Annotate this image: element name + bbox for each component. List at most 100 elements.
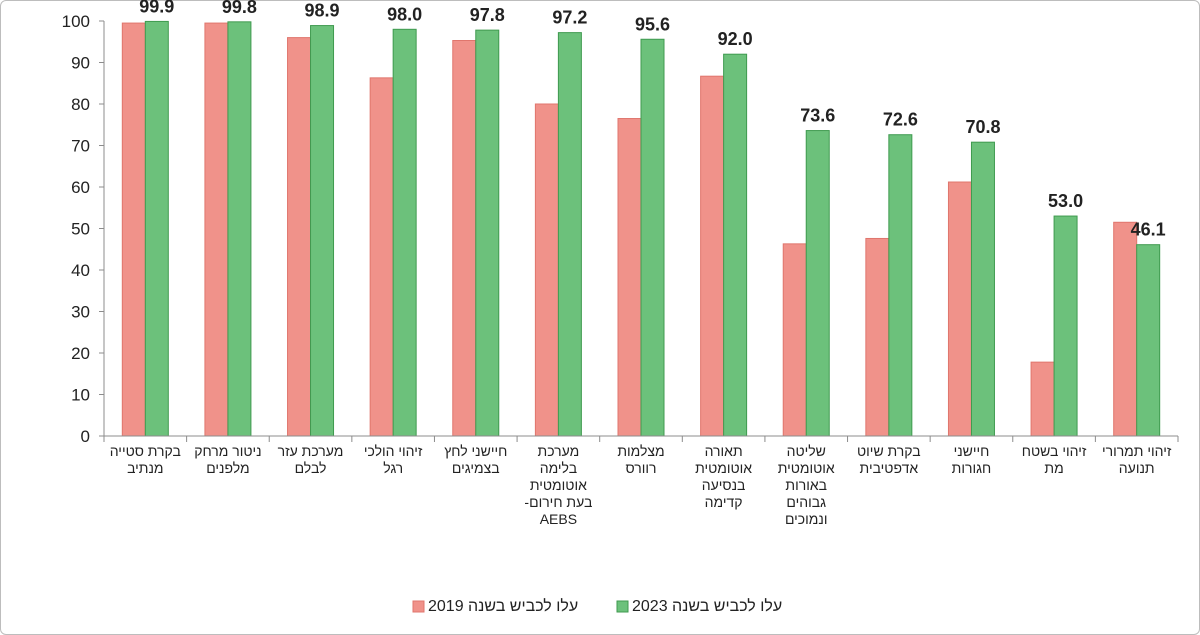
bar-2019 [1113,221,1138,437]
bar-2019 [121,22,146,437]
data-label-2023: 73.6 [800,106,835,126]
bar-2019 [452,40,477,437]
y-tick-label: 80 [71,95,90,114]
bar-2019 [287,37,312,437]
bar-2023 [805,130,830,437]
legend: עלו לכביש בשנה 2019 עלו לכביש בשנה 2023 [412,597,782,615]
y-tick-label: 0 [81,427,90,446]
y-tick-label: 100 [62,12,90,31]
x-category-label-line: בצמיגים [452,460,500,476]
bar-2023 [392,28,417,437]
x-category-label-line: בעת חירום- [524,494,592,510]
legend-label-2023: עלו לכביש בשנה 2023 [632,597,782,615]
legend-label-2019: עלו לכביש בשנה 2019 [428,597,578,615]
x-category-label-line: אדפטיבית [860,460,919,476]
bar-2019 [617,118,642,437]
bars [121,20,1161,437]
x-category-label: שליטה אוטומטית באורות גבוהים ונמוכים [778,443,835,527]
legend-swatch-2023 [616,600,629,613]
x-category-label-line: מנתיב [127,460,163,476]
x-category-label: מצלמות רוורס [617,443,664,476]
x-category-label: בקרת שיוט אדפטיבית [857,443,921,476]
x-category-label: מערכת בלימה אוטומטית בעת חירום-AEBS [524,443,592,527]
bar-2023 [1053,215,1078,437]
bar-2019 [369,77,394,437]
data-label-2023: 97.8 [470,5,505,25]
x-category-label-line: שליטה [787,443,826,459]
bar-2023 [227,21,252,437]
bar-2023 [557,32,582,437]
x-category-label-line: רגל [383,460,403,476]
bar-2019 [947,181,972,437]
x-category-label-line: חיישני לחץ [444,443,507,459]
bar-2023 [723,53,748,437]
bar-2023 [1136,244,1161,437]
y-tick-label: 20 [71,344,90,363]
x-category-label-line: ונמוכים [785,511,828,527]
x-category-label-line: קדימה [705,494,743,510]
x-category-label-line: מצלמות [617,443,664,459]
bar-2019 [865,237,890,437]
data-label-2023: 95.6 [635,14,670,34]
bar-2023 [640,38,665,437]
y-tick-label: 10 [71,386,90,405]
data-label-2023: 98.9 [305,1,340,21]
bar-2023 [970,141,995,437]
x-category-label: ניטור מרחק מלפנים [194,443,261,476]
data-label-2023: 53.0 [1048,191,1083,211]
y-tick-label: 40 [71,261,90,280]
x-category-label-line: בקרת שיוט [857,443,921,459]
y-tick-label: 90 [71,54,90,73]
x-category-label-line: תאורה [705,443,743,459]
bar-2019 [1030,361,1055,437]
x-category-label-line: מערכת עזר [278,443,344,459]
x-category-label-line: חיישני [954,443,990,459]
bar-2023 [888,134,913,437]
y-tick-label: 50 [71,220,90,239]
bar-2019 [782,243,807,437]
x-category-label: חיישני חגורות [952,443,992,476]
x-category-label: תאורה אוטומטית בנסיעה קדימה [695,443,752,510]
x-category-label: חיישני לחץ בצמיגים [444,443,507,476]
data-labels: 99.9 99.8 98.9 98.0 97.8 97.2 95.6 92.0 73.6 72.6… [139,0,1165,240]
x-axis: בקרת סטייה מנתיב ניטור מרחק מלפנים מערכת עזר… [103,435,1179,527]
data-label-2023: 92.0 [718,29,753,49]
x-category-label-line: מת [1044,460,1063,476]
x-category-label: זיהוי הולכי רגל [364,443,423,476]
data-label-2023: 70.8 [965,117,1000,137]
x-category-label-line: חגורות [952,460,992,476]
x-category-label-line: רוורס [626,460,657,476]
x-category-label-line: תנועה [1119,460,1155,476]
y-axis: 0 10 20 30 40 50 60 70 80 90 100 [62,12,105,446]
x-category-label-line: בלימה [540,460,577,476]
data-label-2023: 98.0 [387,4,422,24]
bar-2019 [204,22,229,437]
data-label-2023: 99.8 [222,0,257,17]
x-category-label-line: זיהוי תמרורי [1102,443,1172,459]
x-category-label-line: בנסיעה [702,477,746,493]
x-category-label-line: גבוהים [786,494,826,510]
x-category-label: מערכת עזר לבלם [278,443,344,476]
x-category-label-line: מערכת [538,443,580,459]
bar-2023 [144,20,169,437]
y-tick-label: 30 [71,303,90,322]
legend-swatch-2019 [412,600,425,613]
x-category-label-line: זיהוי הולכי [364,443,423,459]
bar-2023 [310,25,335,437]
x-category-label-line: באורות [785,477,827,493]
x-category-label: זיהוי בשטח מת [1022,443,1087,476]
data-label-2023: 72.6 [883,110,918,130]
y-tick-label: 60 [71,178,90,197]
x-category-label-line: AEBS [540,511,577,527]
y-tick-label: 70 [71,137,90,156]
x-category-label-line: אוטומטית [695,460,752,476]
data-label-2023: 99.9 [139,0,174,16]
bar-2019 [534,103,559,437]
x-category-label-line: אוטומטית [778,460,835,476]
x-category-label-line: בקרת סטייה [110,443,181,459]
x-category-label-line: לבלם [295,460,327,476]
data-label-2023: 97.2 [552,8,587,28]
bar-2019 [700,75,725,437]
